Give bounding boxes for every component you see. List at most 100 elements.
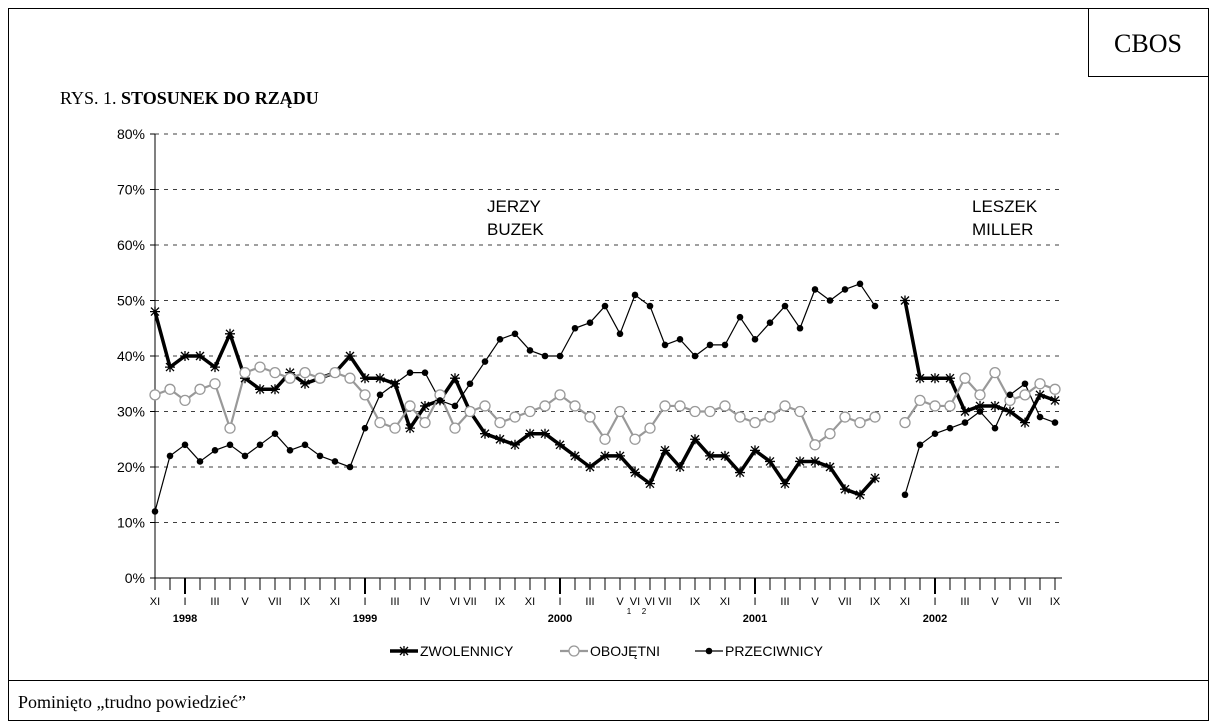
- data-point: [839, 411, 851, 423]
- data-point: [945, 373, 955, 384]
- data-point: [749, 416, 761, 429]
- x-tick-label: IX: [495, 596, 506, 608]
- data-point: [1051, 419, 1059, 426]
- year-label: 1999: [353, 613, 377, 625]
- data-point: [629, 433, 641, 445]
- data-point: [736, 313, 744, 321]
- data-point: [196, 458, 204, 465]
- data-point: [301, 441, 309, 449]
- legend-label: ZWOLENNICY: [420, 643, 514, 659]
- data-point: [990, 400, 1000, 411]
- data-point: [646, 302, 654, 310]
- data-point: [631, 291, 639, 299]
- data-point: [705, 450, 715, 461]
- data-point: [541, 352, 549, 360]
- data-point: [1019, 389, 1031, 401]
- data-point: [931, 430, 939, 438]
- data-point: [239, 366, 251, 379]
- x-tick-label: IX: [870, 596, 881, 608]
- x-tick-label: VII: [268, 596, 281, 608]
- data-point: [616, 330, 624, 338]
- x-tick-label: IX: [1050, 596, 1061, 608]
- data-point: [495, 434, 505, 445]
- data-point: [419, 416, 431, 429]
- x-tick-label: VI: [630, 596, 640, 608]
- data-point: [361, 424, 369, 432]
- data-point: [1005, 406, 1015, 417]
- data-point: [824, 428, 836, 440]
- data-point: [481, 358, 489, 365]
- data-point: [450, 373, 460, 384]
- data-point: [374, 416, 386, 429]
- year-label: 2002: [923, 613, 947, 625]
- data-point: [1021, 380, 1029, 388]
- data-point: [271, 430, 279, 438]
- data-point: [209, 378, 221, 390]
- x-tick-label: VI: [645, 596, 655, 608]
- data-point: [644, 422, 656, 434]
- outer-frame: [8, 8, 1209, 721]
- data-point: [811, 286, 819, 293]
- data-point: [781, 302, 789, 310]
- data-point: [675, 462, 685, 472]
- x-tick-label: VII: [838, 596, 851, 608]
- data-point: [391, 380, 399, 388]
- data-point: [524, 405, 536, 418]
- data-point: [254, 361, 266, 373]
- data-point: [420, 400, 430, 411]
- data-point: [346, 463, 354, 471]
- data-point: [719, 400, 731, 412]
- data-point: [914, 394, 926, 407]
- data-point: [989, 366, 1001, 379]
- data-point: [149, 389, 161, 401]
- legend-label: PRZECIWNICY: [725, 643, 824, 659]
- x-tick-sublabel: 1: [627, 607, 632, 616]
- x-tick-label: XI: [900, 596, 910, 608]
- data-point: [1034, 378, 1046, 390]
- x-tick-label: VII: [658, 596, 671, 608]
- data-point: [735, 467, 745, 478]
- x-tick-label: I: [933, 596, 936, 608]
- x-tick-label: I: [363, 596, 366, 608]
- data-point: [150, 306, 160, 317]
- data-point: [854, 416, 866, 429]
- data-point: [194, 383, 206, 395]
- data-point: [975, 400, 985, 411]
- data-point: [659, 400, 671, 412]
- data-point: [526, 347, 534, 354]
- x-tick-label: IX: [690, 596, 701, 608]
- data-point: [585, 462, 595, 472]
- data-point: [796, 324, 804, 332]
- data-point: [1020, 417, 1030, 428]
- data-point: [376, 391, 384, 399]
- x-tick-label: XI: [525, 596, 535, 608]
- data-point: [570, 450, 580, 461]
- data-point: [509, 411, 521, 423]
- data-point: [809, 439, 821, 451]
- x-tick-label: III: [585, 596, 594, 608]
- annotation: JERZY: [487, 197, 541, 216]
- y-tick-label: 40%: [117, 348, 145, 364]
- data-point: [750, 445, 760, 456]
- data-point: [406, 369, 414, 376]
- data-point: [316, 452, 324, 460]
- data-point: [284, 372, 296, 384]
- x-tick-label: I: [753, 596, 756, 608]
- x-tick-label: V: [811, 596, 819, 608]
- data-point: [226, 441, 234, 449]
- data-point: [1035, 389, 1045, 400]
- data-point: [179, 394, 191, 407]
- y-tick-label: 30%: [117, 404, 145, 420]
- data-point: [1050, 395, 1060, 406]
- data-point: [660, 445, 670, 456]
- data-point: [405, 423, 415, 434]
- data-point: [826, 297, 834, 304]
- x-tick-label: V: [991, 596, 999, 608]
- y-tick-label: 50%: [117, 293, 145, 309]
- data-point: [765, 456, 775, 467]
- data-point: [689, 405, 701, 418]
- footer-note: Pominięto „trudno powiedzieć”: [18, 692, 246, 712]
- data-point: [165, 362, 175, 373]
- data-point: [359, 389, 371, 401]
